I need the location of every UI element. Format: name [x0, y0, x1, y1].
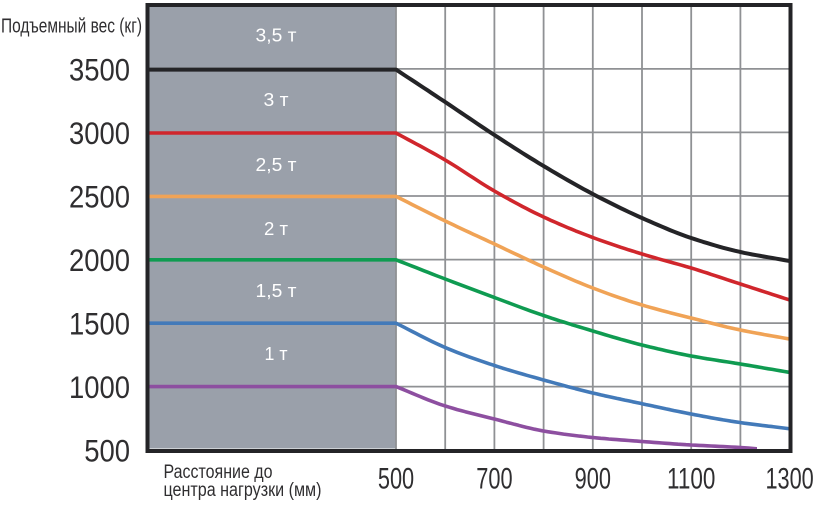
svg-text:2500: 2500 [69, 179, 130, 215]
svg-text:1 т: 1 т [265, 343, 289, 364]
svg-text:Расстояние до: Расстояние до [164, 462, 273, 483]
svg-text:700: 700 [476, 463, 512, 496]
svg-text:1000: 1000 [69, 369, 130, 405]
svg-text:3000: 3000 [69, 115, 130, 151]
svg-text:1100: 1100 [667, 463, 715, 496]
svg-text:900: 900 [575, 463, 611, 496]
svg-text:центра нагрузки (мм): центра нагрузки (мм) [164, 480, 322, 501]
svg-text:2 т: 2 т [264, 218, 289, 239]
svg-text:1300: 1300 [765, 463, 813, 496]
svg-text:2000: 2000 [69, 242, 130, 278]
svg-text:1500: 1500 [69, 306, 130, 342]
svg-text:3500: 3500 [69, 51, 130, 87]
svg-text:3,5 т: 3,5 т [256, 25, 298, 46]
svg-text:500: 500 [378, 463, 414, 496]
svg-text:3 т: 3 т [264, 89, 290, 110]
svg-text:1,5 т: 1,5 т [256, 280, 298, 301]
svg-text:500: 500 [84, 433, 130, 469]
svg-text:2,5 т: 2,5 т [256, 154, 298, 175]
svg-text:Подъемный вес (кг): Подъемный вес (кг) [1, 15, 142, 38]
